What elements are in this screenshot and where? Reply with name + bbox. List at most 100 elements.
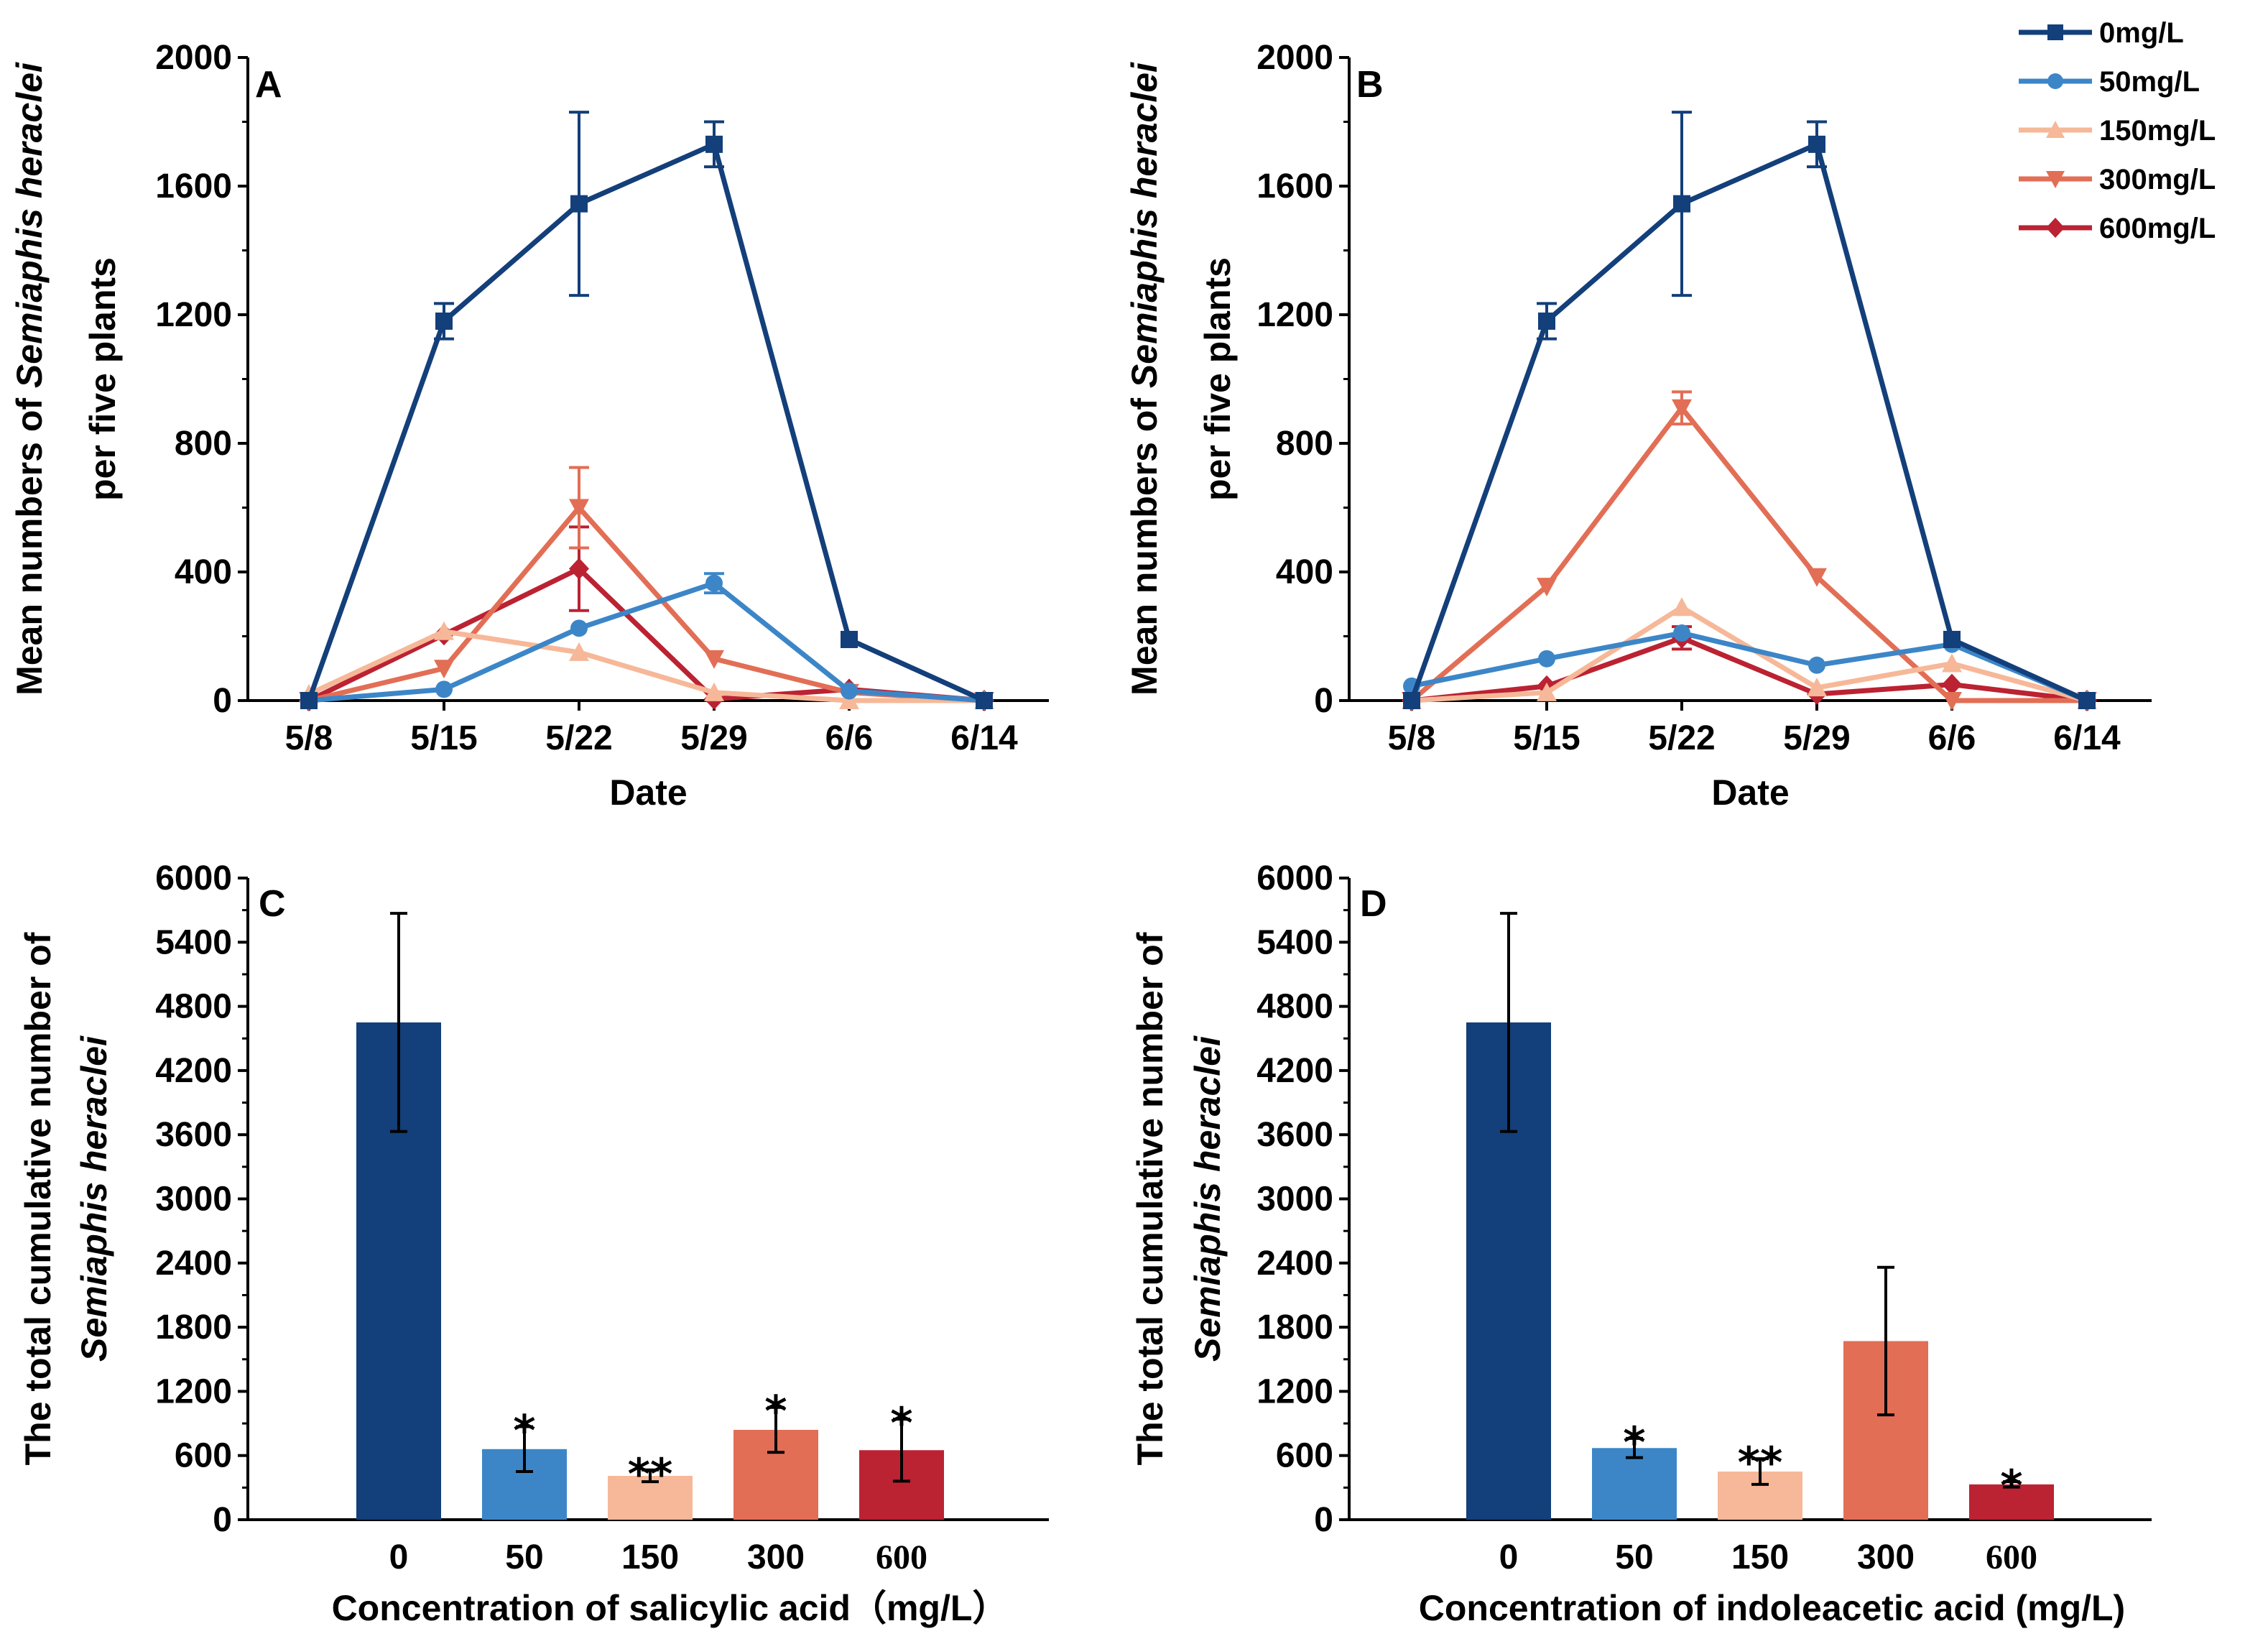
- legend-entry-label: 0mg/L: [2099, 17, 2184, 49]
- panel-b-y-tick-label: 800: [1276, 425, 1333, 463]
- panel-b-y-axis-title-line2: per five plants: [1198, 257, 1238, 501]
- legend-entry-label: 50mg/L: [2099, 66, 2200, 98]
- panel-c-y-tick-label: 2400: [155, 1244, 232, 1283]
- panel-a-y-axis-title-line1: Mean numbers of Semiaphis heraclei: [9, 62, 50, 696]
- panel-a-y-tick-label: 800: [175, 425, 232, 463]
- panel-b-data-point: [1403, 692, 1420, 709]
- panel-a-data-point: [839, 691, 859, 709]
- panel-d-y-tick-label: 0: [1314, 1501, 1333, 1539]
- panel-d-bar: [1969, 1484, 2054, 1520]
- panel-b-data-point: [1537, 682, 1557, 701]
- panel-b-panel-letter: B: [1356, 64, 1384, 106]
- panel-d-y-tick-label: 600: [1276, 1437, 1333, 1475]
- panel-a-x-tick-label: 5/8: [285, 719, 333, 757]
- legend-entry-label: 300mg/L: [2099, 164, 2216, 195]
- panel-c-x-tick-label: 150: [621, 1538, 679, 1576]
- panel-c-y-tick-label: 1200: [155, 1372, 232, 1410]
- panel-c-y-tick-label: 6000: [155, 859, 232, 897]
- panel-c-y-axis-title-line1: The total cumulative number of: [18, 932, 58, 1465]
- panel-b-data-point: [1673, 195, 1690, 213]
- panel-a-data-point: [569, 499, 589, 518]
- panel-b-y-tick-label: 2000: [1256, 39, 1333, 77]
- panel-b-y-axis-title-italic: Semiaphis heraclei: [1124, 62, 1165, 388]
- panel-b-x-tick-label: 6/6: [1928, 719, 1976, 757]
- panel-b-data-point: [1538, 312, 1555, 330]
- panel-b-series-line: [1411, 635, 2088, 703]
- panel-d-bar: [1592, 1448, 1677, 1520]
- panel-a-data-point: [704, 650, 724, 669]
- panel-c-y-axis-title-italic: Semiaphis heraclei: [74, 1035, 114, 1362]
- panel-b-x-tick-label: 6/14: [2053, 719, 2121, 757]
- panel-c-panel-letter: C: [259, 883, 286, 925]
- panel-b-x-tick-label: 5/15: [1513, 719, 1580, 757]
- panel-a-data-point: [569, 642, 589, 661]
- panel-d-x-tick-label: 150: [1731, 1538, 1789, 1576]
- panel-d-y-tick-label: 4200: [1256, 1052, 1333, 1090]
- panel-c-x-tick-label: 600: [876, 1538, 927, 1576]
- panel-a-data-point: [570, 195, 588, 213]
- panel-d-y-tick-label: 4800: [1256, 988, 1333, 1026]
- panel-a-series-line: [308, 581, 985, 703]
- legend-entry-label: 150mg/L: [2099, 115, 2216, 147]
- legend: 0mg/L 50mg/L 150mg/L 300mg/L 600mg/L: [2019, 17, 2216, 244]
- panel-c-x-tick-label: 0: [389, 1538, 409, 1576]
- panel-a-y-tick-label: 1600: [155, 167, 232, 206]
- panel-b-y-tick-label: 400: [1276, 553, 1333, 591]
- panel-a-data-point: [841, 630, 858, 648]
- panel-a-data-point: [704, 682, 724, 701]
- panel-b-data-point: [1672, 597, 1692, 616]
- panel-d-x-tick-label: 0: [1499, 1538, 1519, 1576]
- panel-d-y-axis-title-line1: The total cumulative number of: [1130, 932, 1170, 1465]
- panel-d-x-axis-title: Concentration of indoleacetic acid (mg/L…: [1419, 1588, 2125, 1628]
- panel-a-y-tick-label: 400: [175, 553, 232, 591]
- panel-b-y-tick-label: 0: [1314, 682, 1333, 720]
- legend-marker-swatch: [2047, 24, 2063, 40]
- panel-b-data-point: [1943, 630, 1961, 648]
- panel-c-significance-mark: *: [890, 1398, 912, 1449]
- panel-c-bar-chart: 0600120018002400300036004200480054006000…: [18, 859, 1049, 1628]
- panel-a-data-point: [569, 558, 589, 580]
- panel-a-data-point: [434, 621, 454, 640]
- legend-marker-swatch: [2046, 171, 2065, 188]
- panel-b-series-line: [1409, 142, 2088, 703]
- panel-b-y-tick-label: 1600: [1256, 167, 1333, 206]
- panel-b-data-point: [1673, 624, 1690, 642]
- panel-a-line-chart: 0 400 800 1200 1600 2000 A 5/8 5/15 5/22 5/29 6/6 6/…: [9, 39, 1049, 813]
- panel-d-x-tick-label: 600: [1986, 1538, 2037, 1576]
- panel-b-y-axis-title-line1: Mean numbers of Semiaphis heraclei: [1124, 62, 1165, 696]
- panel-d-panel-letter: D: [1360, 883, 1387, 925]
- panel-a-series-line: [306, 142, 986, 703]
- panel-d-y-axis-title-italic: Semiaphis heraclei: [1188, 1035, 1228, 1362]
- panel-b-line-chart: 0 400 800 1200 1600 2000 B 5/8 5/15 5/22 5/29 6/6 6/…: [1124, 39, 2152, 813]
- panel-a-data-point: [435, 312, 453, 330]
- panel-a-data-point: [705, 574, 723, 592]
- panel-b-x-tick-label: 5/29: [1783, 719, 1850, 757]
- panel-a-x-tick-label: 5/22: [545, 719, 612, 757]
- panel-d-y-tick-label: 1200: [1256, 1372, 1333, 1410]
- panel-c-y-tick-label: 1800: [155, 1308, 232, 1347]
- panel-b-data-point: [1808, 656, 1825, 674]
- panel-b-data-point: [1672, 399, 1692, 418]
- panel-c-y-tick-label: 600: [175, 1437, 232, 1475]
- panel-c-y-tick-label: 4200: [155, 1052, 232, 1090]
- panel-d-y-tick-label: 3000: [1256, 1181, 1333, 1219]
- panel-b-y-tick-label: 1200: [1256, 296, 1333, 334]
- panel-d-y-tick-label: 6000: [1256, 859, 1333, 897]
- panel-b-data-point: [1537, 578, 1557, 597]
- panel-a-data-point: [570, 619, 588, 637]
- panel-a-data-point: [434, 660, 454, 679]
- legend-marker-swatch: [2046, 121, 2065, 138]
- panel-b-data-point: [1538, 650, 1555, 668]
- panel-a-data-point: [300, 692, 318, 709]
- panel-a-data-point: [841, 682, 858, 700]
- panel-a-y-tick-label: 2000: [155, 39, 232, 77]
- panel-c-x-tick-label: 300: [747, 1538, 805, 1576]
- panel-b-series-line: [1410, 405, 2087, 703]
- panel-c-y-tick-label: 3000: [155, 1181, 232, 1219]
- panel-a-y-axis-title-plain: Mean numbers of: [9, 388, 50, 696]
- panel-b-x-axis-title: Date: [1711, 772, 1789, 813]
- panel-a-y-tick-label: 1200: [155, 296, 232, 334]
- legend-marker-swatch: [2046, 218, 2065, 238]
- panel-b-y-axis-title-plain: Mean numbers of: [1124, 388, 1165, 696]
